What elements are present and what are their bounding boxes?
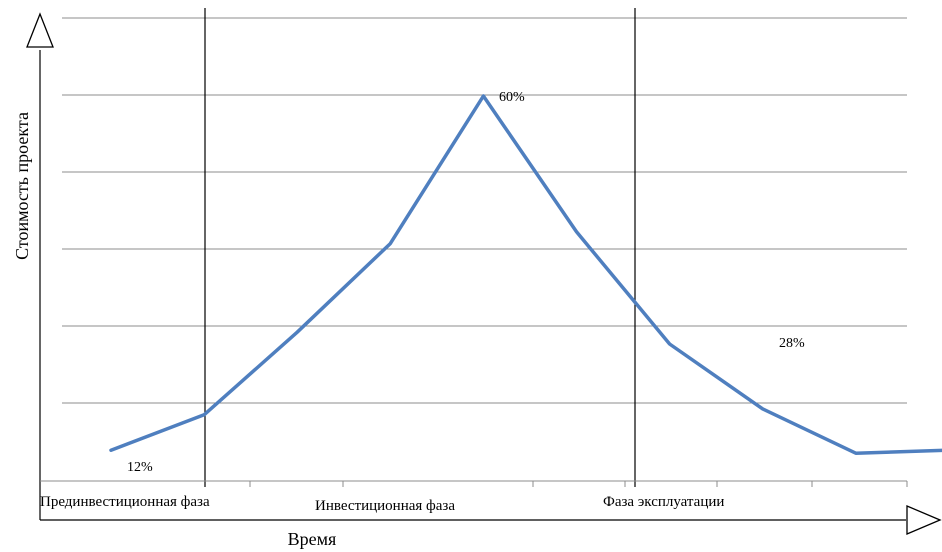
x-axis-arrow-icon	[906, 505, 942, 535]
data-point-3	[389, 243, 391, 245]
data-point-6	[669, 343, 671, 345]
gridlines	[62, 17, 907, 482]
data-point-2	[296, 331, 298, 333]
phase-label-investment: Инвестиционная фаза	[315, 498, 455, 514]
annotation-60-percent: 60%	[499, 90, 525, 105]
series-line-0	[109, 94, 942, 455]
phase-label-operation: Фаза эксплуатации	[603, 494, 724, 510]
data-point-4	[482, 95, 484, 97]
phase-label-preinvestment: Прединвестиционная фаза	[40, 494, 210, 510]
data-point-5	[576, 231, 577, 233]
x-axis-label: Время	[288, 529, 337, 549]
axes	[26, 12, 942, 535]
data-point-1	[203, 414, 205, 416]
annotation-12-percent: 12%	[127, 460, 153, 475]
y-axis-arrow-icon	[26, 12, 54, 48]
data-point-7	[762, 408, 764, 410]
phase-dividers	[204, 8, 636, 487]
y-axis-label: Стоимость проекта	[12, 112, 32, 260]
data-point-8	[855, 452, 857, 454]
series-layer	[109, 94, 942, 455]
data-point-0	[110, 449, 112, 451]
annotation-28-percent: 28%	[779, 336, 805, 351]
